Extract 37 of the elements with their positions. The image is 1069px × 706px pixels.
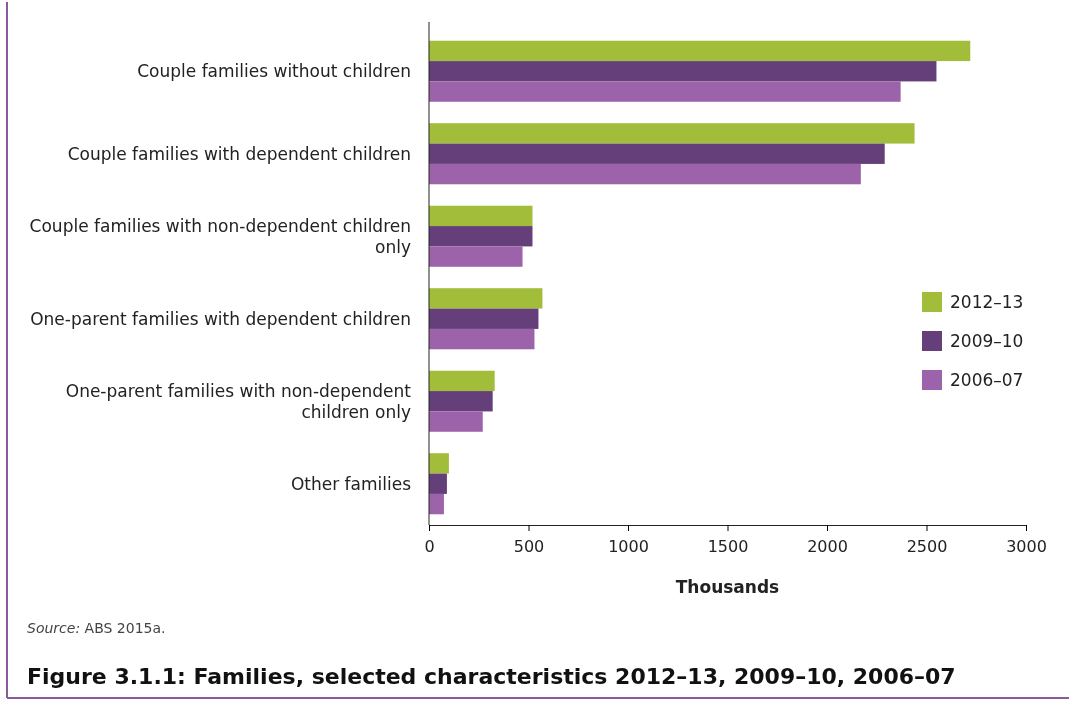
bar bbox=[429, 205, 533, 227]
bar bbox=[429, 473, 447, 494]
bar bbox=[429, 123, 915, 144]
y-tick-label: Couple families with non-dependent children only bbox=[29, 215, 411, 257]
source-note: Source: ABS 2015a. bbox=[27, 620, 166, 636]
x-tick-label: 0 bbox=[424, 536, 435, 556]
bar bbox=[429, 391, 493, 412]
bar bbox=[429, 328, 535, 350]
bar bbox=[429, 81, 901, 102]
bar bbox=[429, 246, 523, 267]
legend-label: 2009–10 bbox=[950, 330, 1024, 351]
text: Figure 3.1.1: Families, selected characteristics 2012–13, 2009–10, 2006–07 bbox=[27, 664, 956, 689]
x-tick-label: 1000 bbox=[608, 536, 649, 556]
legend-label: 2006–07 bbox=[950, 369, 1024, 390]
y-tick-label: One-parent families with dependent children bbox=[30, 308, 411, 329]
bar bbox=[429, 453, 449, 474]
bar bbox=[429, 226, 533, 247]
bar bbox=[429, 143, 885, 164]
bar bbox=[429, 493, 444, 515]
y-tick-label: Couple families with dependent children bbox=[67, 143, 411, 164]
bar bbox=[429, 40, 971, 62]
bar bbox=[429, 61, 937, 82]
x-tick-label: 2000 bbox=[807, 536, 848, 556]
bar bbox=[429, 163, 861, 185]
x-axis-title: Thousands bbox=[675, 577, 780, 597]
x-tick-label: 1500 bbox=[707, 536, 749, 556]
bar bbox=[429, 411, 483, 432]
x-tick-label: 3000 bbox=[1006, 536, 1047, 556]
x-tick-label: 500 bbox=[513, 536, 545, 556]
bar bbox=[429, 308, 539, 329]
y-tick-label: Couple families without children bbox=[137, 61, 411, 82]
bar bbox=[429, 370, 495, 392]
legend-label: 2012–13 bbox=[950, 291, 1024, 312]
x-tick-label: 2500 bbox=[906, 536, 948, 556]
y-tick-label: Other families bbox=[290, 473, 412, 494]
bar bbox=[429, 288, 543, 309]
y-tick-label: One-parent families with non-dependent children only bbox=[65, 380, 412, 422]
